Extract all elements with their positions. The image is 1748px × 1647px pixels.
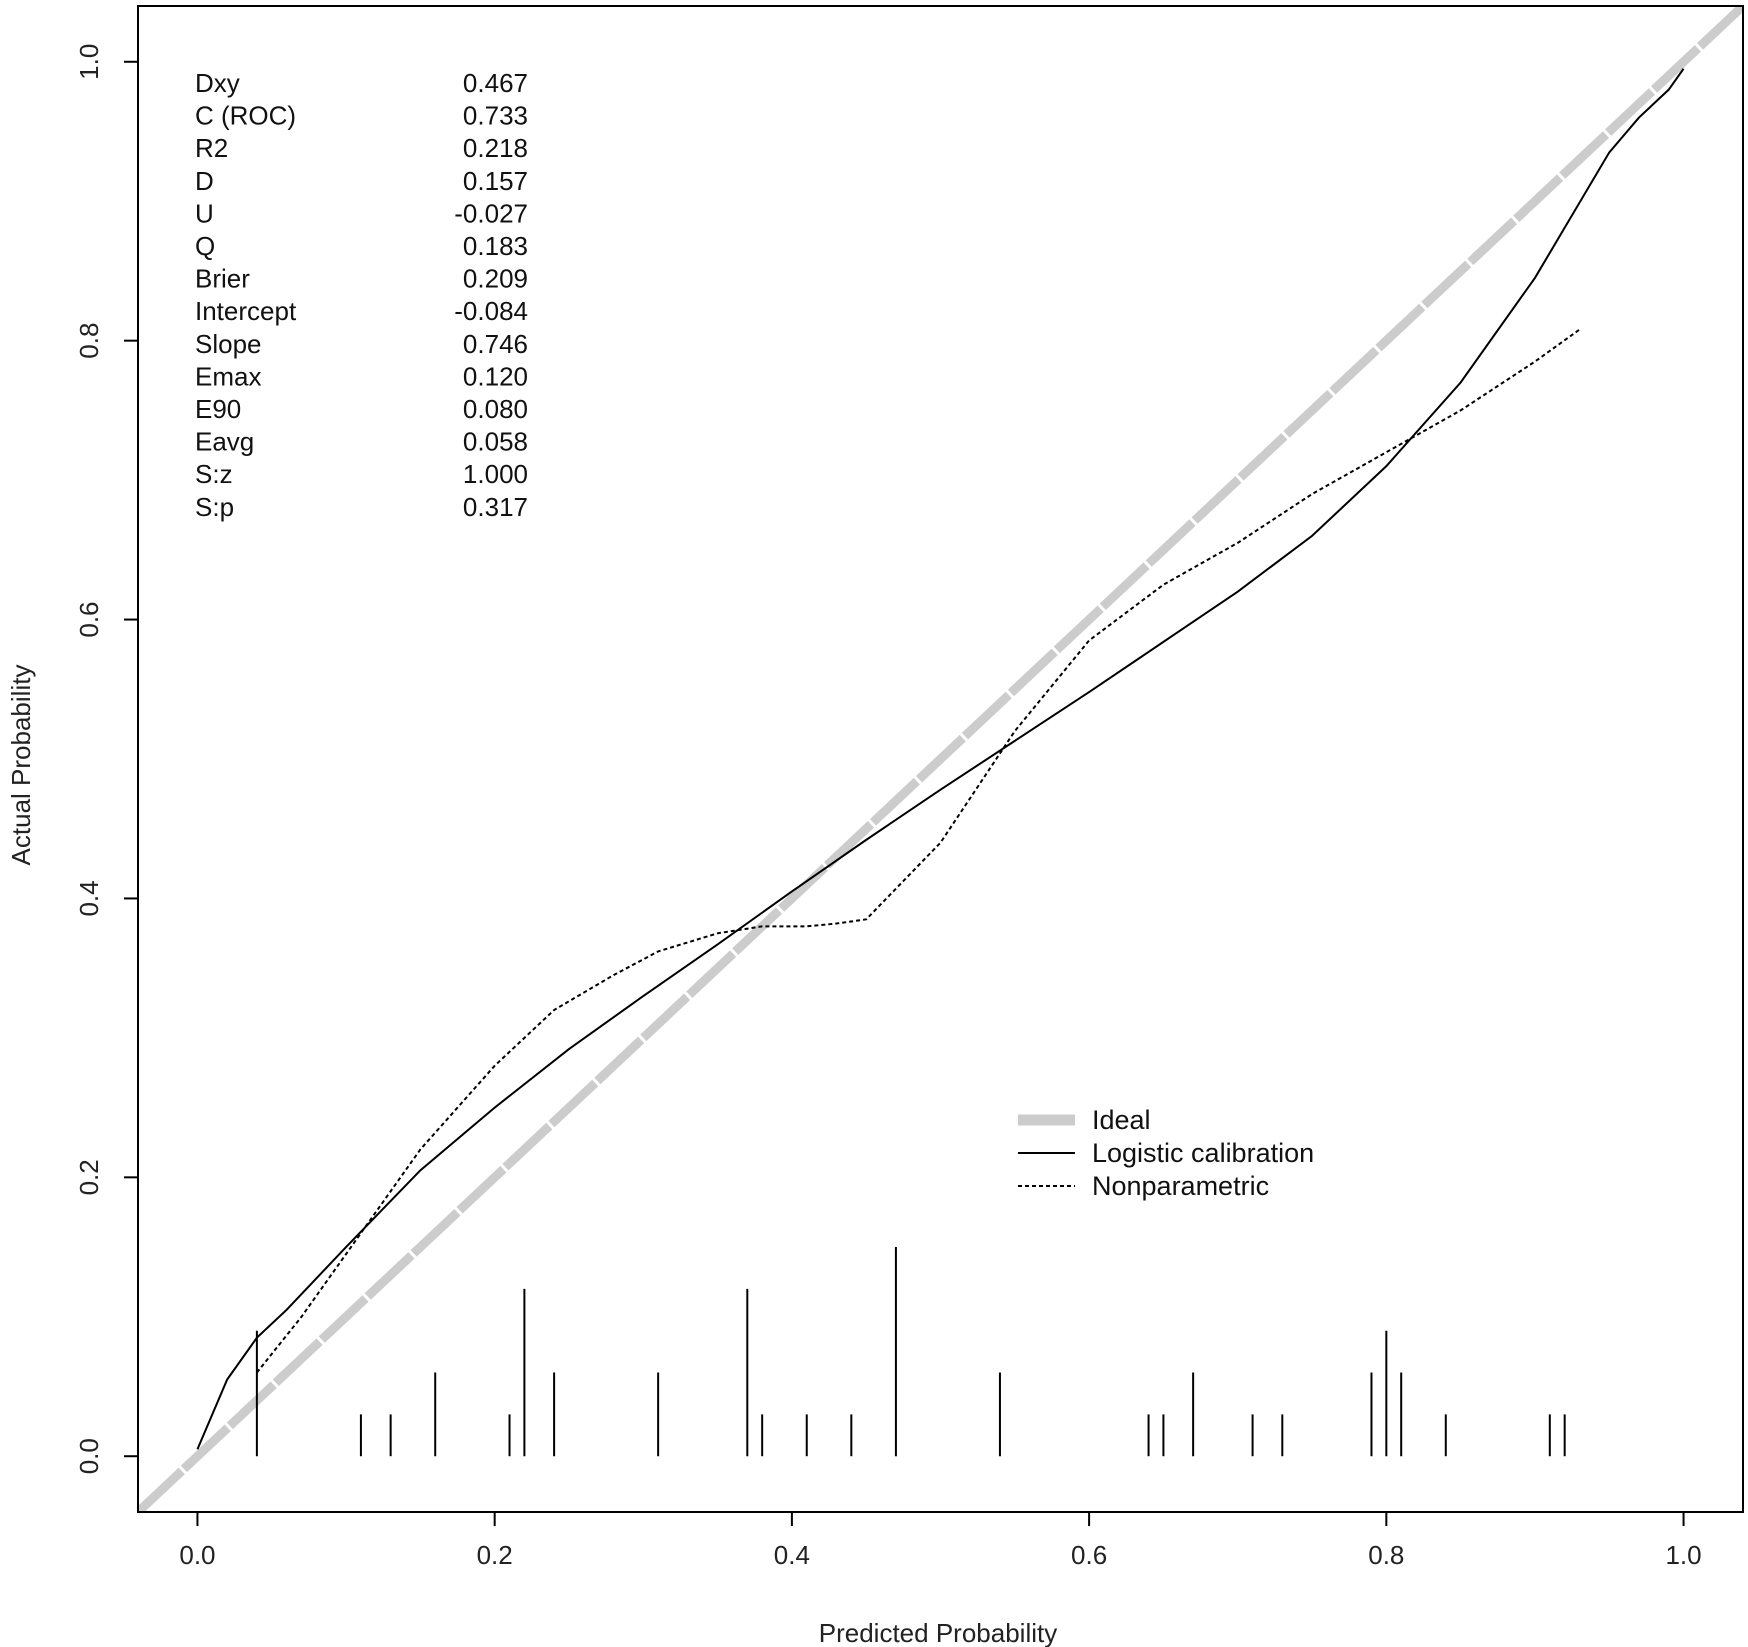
y-tick-label: 0.8 (74, 323, 104, 359)
stat-label: C (ROC) (195, 101, 296, 131)
stat-label: R2 (195, 133, 228, 163)
y-tick-label: 0.6 (74, 601, 104, 637)
ideal-line (138, 6, 1743, 1512)
logistic-calibration-line (196, 68, 1685, 1450)
x-tick-label: 0.4 (774, 1540, 810, 1570)
legend-label: Nonparametric (1092, 1171, 1269, 1201)
stats-table: Dxy 0.467 C (ROC) 0.733 R2 0.218 D 0.157 U -0.027… (195, 68, 528, 522)
stat-label: Intercept (195, 296, 297, 326)
stat-value: 0.746 (463, 329, 528, 359)
stat-value: -0.027 (454, 198, 528, 228)
stat-value: 0.080 (463, 394, 528, 424)
x-tick-label: 0.2 (477, 1540, 513, 1570)
stat-label: E90 (195, 394, 241, 424)
y-tick-label: 0.4 (74, 880, 104, 916)
stat-value: 0.058 (463, 427, 528, 457)
y-tick-label: 0.0 (74, 1438, 104, 1474)
stat-label: Slope (195, 329, 262, 359)
stat-value: 1.000 (463, 459, 528, 489)
stat-value: 0.120 (463, 361, 528, 391)
stat-value: 0.317 (463, 492, 528, 522)
x-tick-label: 0.8 (1368, 1540, 1404, 1570)
stat-label: U (195, 198, 214, 228)
stat-label: D (195, 166, 214, 196)
stat-value: 0.218 (463, 133, 528, 163)
y-tick-label: 1.0 (74, 44, 104, 80)
stat-value: -0.084 (454, 296, 528, 326)
stat-label: S:p (195, 492, 234, 522)
x-tick-label: 0.6 (1071, 1540, 1107, 1570)
axes: 0.0 0.2 0.4 0.6 0.8 1.0 0.0 0.2 0.4 0.6 0.8 1.0 (74, 44, 1702, 1570)
stat-label: Emax (195, 361, 261, 391)
stat-value: 0.209 (463, 264, 528, 294)
legend-label: Logistic calibration (1092, 1138, 1314, 1168)
legend-label: Ideal (1092, 1105, 1151, 1135)
stat-label: S:z (195, 459, 233, 489)
x-axis-title: Predicted Probability (819, 1618, 1057, 1647)
nonparametric-line (256, 328, 1581, 1374)
plot-area (138, 6, 1743, 1512)
stat-label: Brier (195, 264, 250, 294)
y-axis-title: Actual Probability (6, 665, 36, 866)
stat-value: 0.157 (463, 166, 528, 196)
y-tick-label: 0.2 (74, 1159, 104, 1195)
stat-label: Dxy (195, 68, 240, 98)
x-tick-label: 0.0 (179, 1540, 215, 1570)
stat-label: Q (195, 231, 215, 261)
x-tick-label: 1.0 (1665, 1540, 1701, 1570)
stat-value: 0.467 (463, 68, 528, 98)
stat-label: Eavg (195, 427, 254, 457)
stat-value: 0.733 (463, 101, 528, 131)
stat-value: 0.183 (463, 231, 528, 261)
